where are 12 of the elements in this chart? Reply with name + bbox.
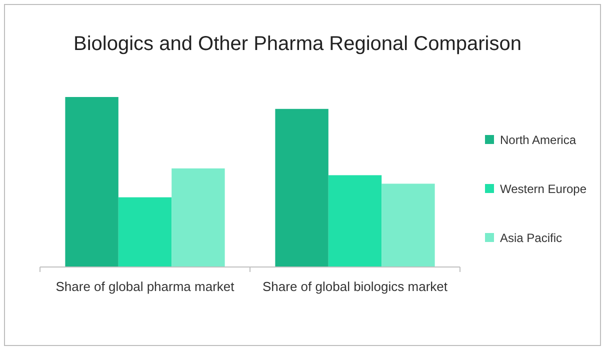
bar [328,175,382,267]
bar [118,197,172,267]
chart-title: Biologics and Other Pharma Regional Comparison [73,33,522,55]
legend-label: Western Europe [500,182,587,196]
bar [172,168,225,267]
x-tick-label: Share of global pharma market [56,279,235,294]
legend-label: Asia Pacific [500,231,562,245]
bar [382,184,435,267]
bar [65,97,118,267]
legend-label: North America [500,133,576,147]
bar [275,108,328,267]
x-tick-label: Share of global biologics market [262,279,448,294]
